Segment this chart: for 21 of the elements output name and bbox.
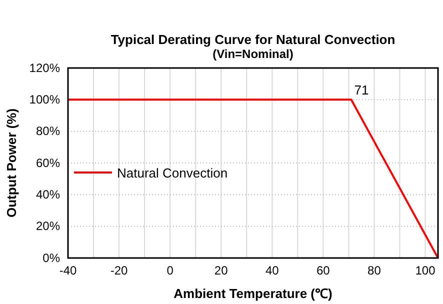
y-tick-label: 80% (36, 124, 60, 138)
y-tick-label: 0% (42, 250, 60, 265)
annotation: 71 (354, 82, 369, 98)
x-tick-label: -40 (59, 264, 77, 278)
x-tick-label: 80 (368, 264, 382, 278)
y-axis-title: Output Power (%) (4, 108, 19, 218)
chart-title: Typical Derating Curve for Natural Convection (110, 32, 396, 47)
x-tick-label: -20 (110, 264, 128, 278)
y-tick-label: 120% (29, 60, 60, 75)
x-tick-label: 60 (316, 264, 330, 278)
y-tick-label: 60% (36, 156, 60, 170)
y-tick-label: 100% (29, 92, 60, 107)
legend-label: Natural Convection (117, 166, 228, 180)
chart-subtitle: (Vin=Nominal) (212, 47, 294, 61)
y-tick-label: 20% (36, 219, 60, 234)
x-tick-label: 100 (415, 264, 436, 278)
x-tick-label: 20 (214, 264, 228, 278)
y-tick-label: 40% (36, 188, 60, 202)
x-tick-label: 40 (265, 264, 280, 278)
x-tick-label: 0 (166, 264, 174, 278)
x-axis-title: Ambient Temperature (℃) (174, 286, 332, 301)
